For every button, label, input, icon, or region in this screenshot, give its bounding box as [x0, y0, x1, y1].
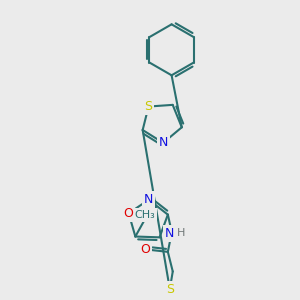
Text: CH₃: CH₃	[135, 210, 155, 220]
Text: O: O	[124, 207, 134, 220]
Text: O: O	[140, 243, 150, 256]
Text: S: S	[145, 100, 152, 113]
Text: H: H	[176, 228, 185, 238]
Text: S: S	[166, 283, 174, 296]
Text: N: N	[165, 227, 175, 240]
Text: N: N	[158, 136, 168, 149]
Text: N: N	[144, 193, 153, 206]
